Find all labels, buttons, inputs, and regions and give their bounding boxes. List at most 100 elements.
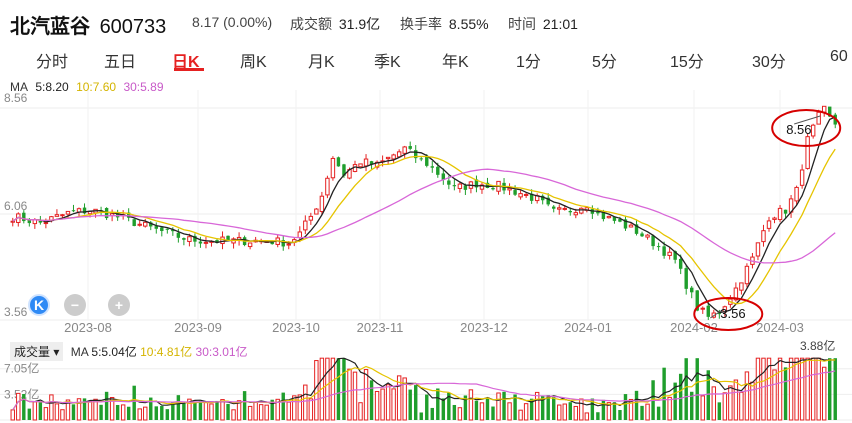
candle-body-up [523,193,529,196]
tab-monthly-k[interactable]: 月K [308,54,335,71]
candle-body-up [628,224,634,228]
volume-bar-down [132,385,136,420]
tab-60min[interactable]: 60 [830,48,848,65]
candle-body-up [816,111,821,125]
tab-daily-k[interactable]: 日K [172,54,200,71]
tab-15min[interactable]: 15分 [670,54,704,71]
volume-bar-up [518,409,523,421]
tab-30min[interactable]: 30分 [752,54,786,71]
volume-bar-up [236,400,242,421]
candle-body-down [695,290,699,311]
candle-body-up [43,222,49,225]
candle-body-down [22,212,26,222]
volume-bar-down [342,358,346,420]
volume-bar-up [297,394,303,421]
candle-body-up [518,193,523,198]
ma5-line [12,116,836,314]
candle-body-down [678,258,683,269]
candle-body-up [579,207,584,214]
x-tick-label: 2024-01 [564,320,612,334]
candle-body-up [391,154,396,160]
tab-1min[interactable]: 1分 [516,54,541,71]
volume-bar-up [314,360,319,421]
tab-quarterly-k[interactable]: 季K [374,54,401,71]
volume-bar-down [612,402,617,420]
candle-body-down [198,241,203,244]
candle-body-down [436,166,440,175]
volume-bar-down [529,398,534,420]
stock-name: 北汽蓝谷 [10,16,90,38]
volume-bar-down [717,402,722,420]
time-value: 21:01 [542,16,578,32]
volume-bar-down [99,404,103,420]
candle-body-down [474,179,479,188]
candle-body-up [137,223,142,226]
volume-bar-up [65,399,71,421]
x-tick-label: 2023-12 [460,320,508,334]
candle-body-up [385,156,391,160]
candle-body-down [651,235,655,247]
x-tick-label: 2023-09 [174,320,222,334]
volume-bar-down [104,391,109,420]
tab-5min[interactable]: 5分 [592,54,617,71]
candle-body-down [182,238,186,240]
zoom-in-button[interactable]: + [108,294,130,316]
volume-bar-down [115,404,120,420]
candle-body-up [766,220,772,229]
volume-bar-up [810,357,816,421]
volume-bar-down [154,406,158,420]
candle-body-down [154,226,158,229]
tab-weekly-k[interactable]: 周K [240,54,267,71]
volume-bar-down [369,380,374,420]
candle-body-up [810,124,816,137]
volume-bar-up [805,357,810,421]
volume-bar-down [281,392,285,420]
volume-y-tick-label: 7.05亿 [4,361,39,376]
volume-bar-up [109,396,115,421]
candle-body-down [568,210,572,213]
zoom-out-button[interactable]: − [64,294,86,316]
tab-five-day[interactable]: 五日 [104,54,137,71]
candle-body-down [425,155,429,166]
volume-bar-up [16,392,21,421]
ma5-value: 5:8.20 [35,80,69,94]
candle-body-up [557,207,562,210]
volume-bar-up [496,392,501,421]
low-annotation-circle [693,297,764,331]
volume-bar-up [264,404,269,421]
candle-body-up [507,187,512,191]
candle-body-up [247,242,253,248]
volume-bar-down [414,385,418,420]
candle-body-down [27,219,32,224]
volume-bar-down [656,406,661,420]
k-toggle-button[interactable]: K [28,294,50,316]
volume-bar-down [634,390,639,420]
volume-selector[interactable]: 成交量 ▾ [10,342,64,361]
candle-body-down [171,229,175,232]
volume-peak-label: 3.88亿 [800,338,835,353]
candle-body-down [215,240,219,243]
volume-bar-up [534,391,540,421]
volume-bar-down [176,395,181,420]
candle-body-down [281,240,285,247]
candle-body-up [363,158,369,167]
tab-yearly-k[interactable]: 年K [442,54,469,71]
volume-bar-up [766,357,772,421]
volume-bar-up [728,385,733,421]
volume-bar-down [242,391,247,420]
volume-bar-down [552,397,556,420]
volume-ma-label: MA [70,345,89,359]
candle-body-down [82,207,87,214]
volume-bar-down [485,398,490,420]
volume-chart: 7.05亿 3.52亿 3.88亿 [0,338,852,421]
volume-bar-up [308,398,314,421]
volume-bar-down [491,406,495,420]
volume-bar-down [452,404,457,420]
volume-bar-up [772,369,777,421]
volume-bar-down [425,394,429,420]
volume-bar-up [187,398,192,421]
candle-body-down [690,287,694,293]
tab-intraday[interactable]: 分时 [36,54,69,71]
volume-bar-down [684,358,688,420]
candle-body-down [441,173,446,180]
